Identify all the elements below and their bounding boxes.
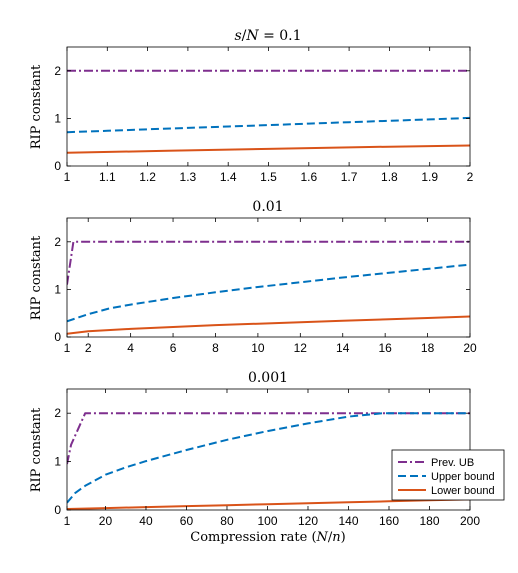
x-tick-label: 1.7 [341,170,358,184]
x-tick-label: 8 [212,341,219,355]
x-tick-label: 1.9 [421,170,438,184]
x-tick-label: 14 [336,341,350,355]
subplot-2-ylabel: RIP constant [29,235,44,320]
x-tick-label: 18 [421,341,435,355]
x-tick-label: 20 [99,514,113,528]
series-line-lower-bound [67,315,470,335]
subplot-1-ylabel: RIP constant [29,64,44,149]
x-tick-label: 16 [378,341,392,355]
x-tick-label: 80 [220,514,234,528]
series-line-prev-ub [67,240,470,285]
y-tick-label: 1 [54,455,61,469]
y-tick-label: 2 [54,406,61,420]
x-tick-label: 40 [139,514,153,528]
axes-frame [66,388,471,511]
x-tick-label: 6 [170,341,177,355]
x-tick-label: 1.4 [220,170,237,184]
x-tick-label: 20 [463,341,477,355]
x-tick-label: 1.6 [300,170,317,184]
subplot-3-title: 0.001 [248,370,288,386]
series-line-lower-bound [67,498,470,510]
subplot-1-series [67,69,470,154]
y-tick-label: 0 [54,330,61,344]
x-tick-label: 120 [298,514,318,528]
x-tick-label: 60 [180,514,194,528]
x-tick-label: 1 [64,170,71,184]
legend-label-upper-bound: Upper bound [431,471,495,483]
subplot-3-xlabel: Compression rate (N/n) [190,530,345,545]
y-tick-label: 1 [54,282,61,296]
legend-label-prev-ub: Prev. UB [431,457,474,469]
y-tick-label: 0 [54,159,61,173]
x-tick-label: 180 [419,514,439,528]
x-tick-label: 160 [379,514,399,528]
legend: Prev. UB Upper bound Lower bound [391,449,505,501]
x-tick-label: 2 [467,170,474,184]
subplot-3-ylabel: RIP constant [29,407,44,492]
axes-frame [66,217,471,338]
series-line-prev-ub [67,412,470,465]
x-tick-label: 1.1 [99,170,116,184]
x-tick-label: 1.8 [381,170,398,184]
subplot-1-title: s/N = 0.1 [234,28,301,44]
series-line-upper-bound [67,263,470,323]
series-line-upper-bound [67,116,470,134]
series-line-lower-bound [67,144,470,154]
x-tick-label: 1.5 [260,170,277,184]
x-tick-label: 10 [251,341,265,355]
x-tick-label: 12 [294,341,308,355]
x-tick-label: 4 [127,341,134,355]
legend-label-lower-bound: Lower bound [431,485,495,497]
x-tick-label: 1.3 [180,170,197,184]
y-tick-label: 2 [54,64,61,78]
x-tick-label: 1.2 [139,170,156,184]
x-tick-label: 140 [338,514,358,528]
x-tick-label: 1 [64,341,71,355]
subplot-3-series [67,412,470,510]
subplot-2-series [67,240,470,335]
x-tick-label: 100 [257,514,277,528]
series-line-upper-bound [67,412,470,504]
y-tick-label: 0 [54,503,61,517]
y-tick-label: 1 [54,111,61,125]
x-tick-label: 2 [85,341,92,355]
subplot-2-title: 0.01 [252,199,283,215]
y-tick-label: 2 [54,235,61,249]
x-tick-label: 200 [460,514,480,528]
x-tick-label: 1 [64,514,71,528]
